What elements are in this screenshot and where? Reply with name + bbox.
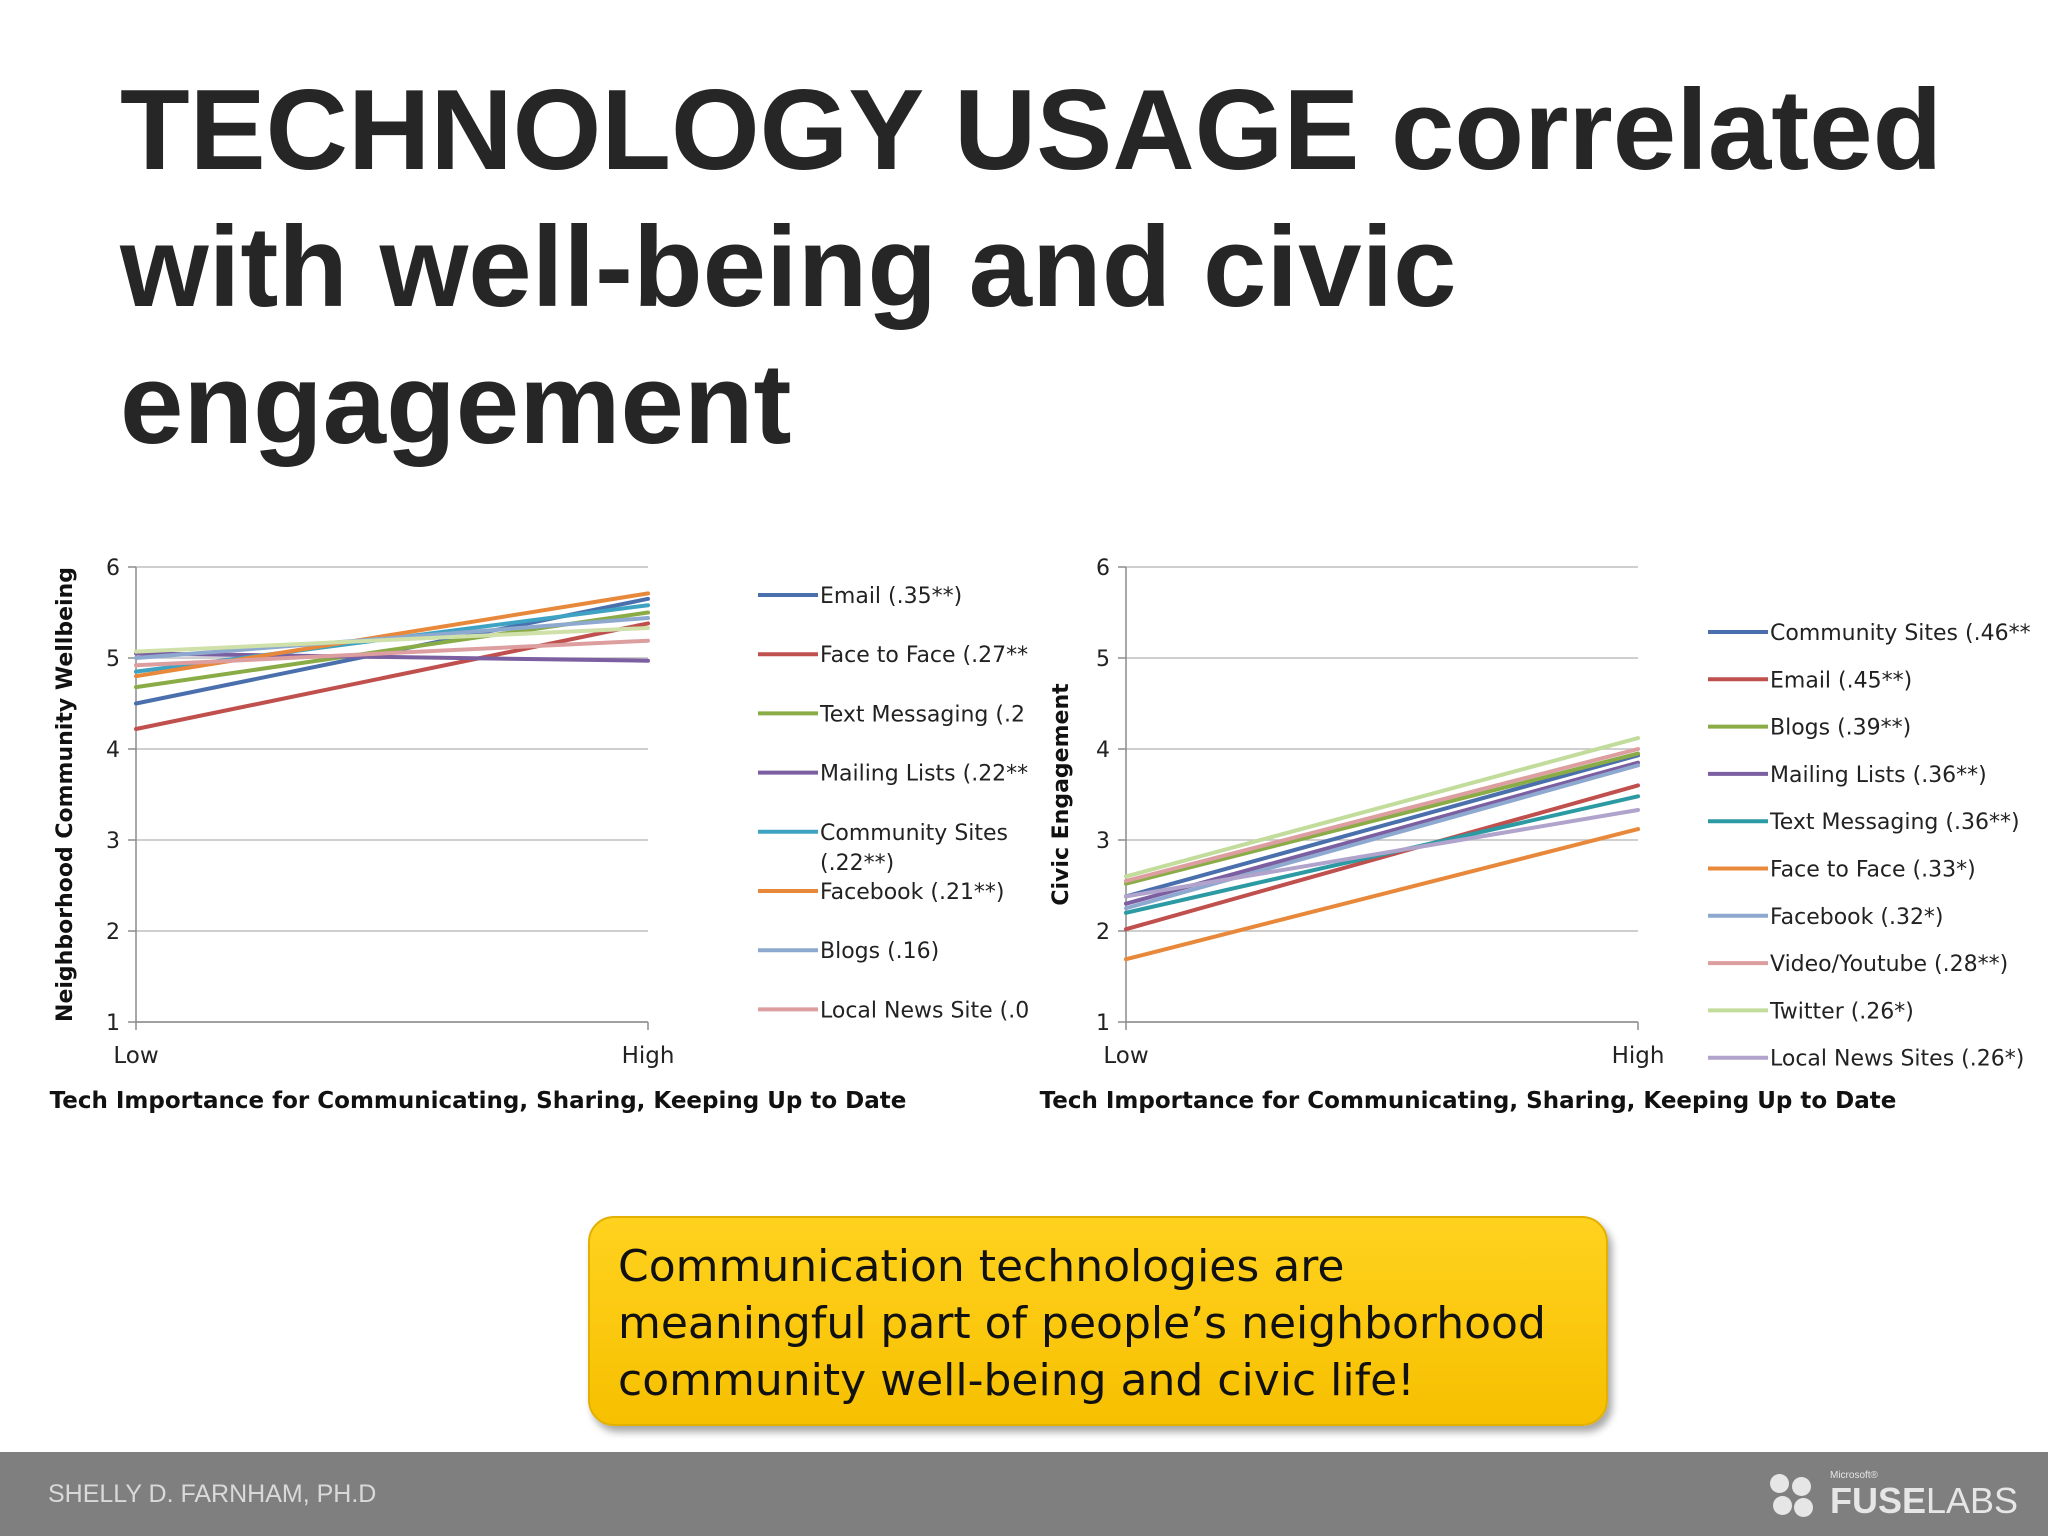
y-tick-label: 5: [1096, 647, 1110, 672]
legend-label: Text Messaging (.36**): [1769, 810, 2020, 835]
x-axis-title: Tech Importance for Communicating, Shari…: [1040, 1088, 1897, 1114]
y-tick-label: 6: [106, 556, 120, 581]
legend-label: Twitter (.26*): [1769, 999, 1914, 1024]
slide-title: TECHNOLOGY USAGE correlated with well-be…: [120, 67, 1943, 468]
legend-label: Email (.35**): [820, 584, 962, 609]
series-line: [1124, 747, 1640, 883]
x-tick-label: Low: [113, 1043, 158, 1069]
series-line: [134, 638, 650, 668]
series-line: [134, 651, 650, 663]
legend-label: Mailing Lists (.36**): [1770, 763, 1987, 788]
y-tick-label: 6: [1096, 556, 1110, 581]
fuse-labs-logo: Microsoft® FUSELABS: [1770, 1468, 2018, 1521]
y-tick-label: 4: [106, 738, 120, 763]
legend-label: Local News Sites (.26*): [1770, 1047, 2024, 1072]
logo-microsoft-text: Microsoft®: [1830, 1470, 1878, 1481]
series-line: [1124, 736, 1640, 879]
legend-label: Video/Youtube (.28**): [1770, 952, 2008, 977]
y-axis-title: Neighborhood Community Wellbeing: [53, 567, 78, 1022]
legend-label: Face to Face (.33*): [1770, 858, 1976, 883]
callout-box: Communication technologies are meaningfu…: [588, 1216, 1608, 1426]
fuse-labs-logo-icon: [1770, 1474, 1814, 1518]
y-tick-label: 1: [106, 1011, 120, 1036]
legend-label: (.22**): [820, 851, 894, 876]
legend-label: Mailing Lists (.22**: [820, 762, 1028, 787]
legend-label: Local News Site (.0: [820, 998, 1029, 1023]
x-axis-title: Tech Importance for Communicating, Shari…: [50, 1088, 907, 1114]
series-line: [1124, 783, 1640, 932]
series-line: [134, 621, 650, 731]
legend-label: Community Sites (.46**): [1770, 621, 2030, 646]
series-line: [134, 591, 650, 679]
legend-label: Facebook (.21**): [820, 880, 1005, 905]
y-tick-label: 5: [106, 647, 120, 672]
legend-label: Email (.45**): [1770, 668, 1912, 693]
civic-engagement-chart: 1 2 3 4 5 6 Low High Tech Importance for Communi…: [1040, 556, 2030, 1114]
footer-author: SHELLY D. FARNHAM, PH.D: [48, 1480, 377, 1508]
logo-wordmark-bold: FUSE: [1830, 1480, 1927, 1521]
series-line: [1124, 753, 1640, 899]
logo-wordmark-light: LABS: [1926, 1480, 2019, 1521]
legend-label: Face to Face (.27**: [820, 643, 1028, 668]
y-tick-label: 2: [106, 920, 120, 945]
x-tick-label: High: [622, 1043, 675, 1069]
x-tick-label: Low: [1103, 1043, 1148, 1069]
series-line: [134, 625, 650, 654]
wellbeing-chart: 1 2 3 4 5 6 Low High Tech Importance for Communi…: [50, 556, 1030, 1114]
y-tick-label: 3: [106, 829, 120, 854]
x-tick-label: High: [1612, 1043, 1665, 1069]
y-tick-label: 4: [1096, 738, 1110, 763]
y-tick-label: 1: [1096, 1011, 1110, 1036]
legend-label: Blogs (.39**): [1770, 716, 1911, 741]
legend-label: Text Messaging (.2: [819, 702, 1025, 727]
legend-label: Community Sites: [820, 821, 1008, 846]
series-line: [1124, 807, 1640, 899]
y-axis-title: Civic Engagement: [1049, 683, 1074, 906]
legend-label: Blogs (.16): [820, 939, 939, 964]
footer-bar: SHELLY D. FARNHAM, PH.D Microsoft® FUSEL…: [0, 1452, 2048, 1536]
series-line: [1124, 827, 1640, 962]
series-line: [1124, 751, 1640, 886]
legend-label: Facebook (.32*): [1770, 905, 1944, 930]
y-tick-label: 3: [1096, 829, 1110, 854]
logo-wordmark: FUSELABS: [1830, 1480, 2018, 1522]
series-line: [1124, 763, 1640, 911]
y-tick-label: 2: [1096, 920, 1110, 945]
